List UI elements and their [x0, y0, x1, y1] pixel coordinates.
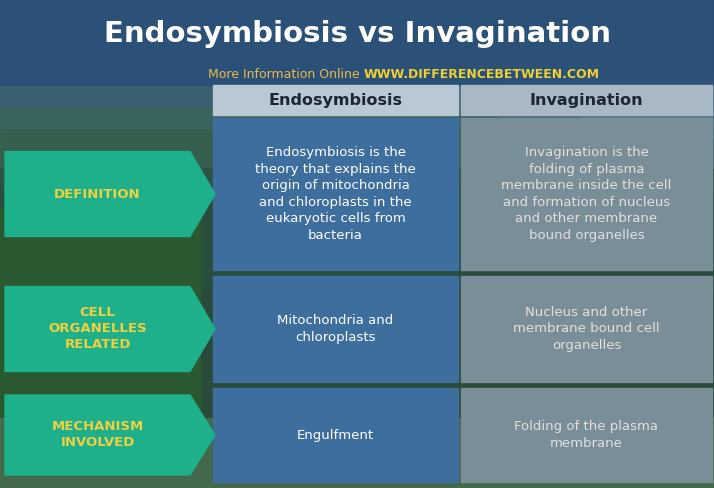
Bar	[0, 0, 714, 128]
Polygon shape	[5, 286, 215, 371]
Bar	[0, 208, 200, 428]
Text: Invagination is the
folding of plasma
membrane inside the cell
and formation of : Invagination is the folding of plasma me…	[501, 146, 672, 242]
Bar	[500, 78, 714, 168]
Text: Engulfment: Engulfment	[297, 428, 374, 442]
Bar	[461, 276, 712, 382]
Text: Endosymbiosis: Endosymbiosis	[268, 93, 403, 107]
Bar	[0, 418, 714, 488]
Bar	[0, 108, 714, 188]
Text: Endosymbiosis is the
theory that explains the
origin of mitochondria
and chlorop: Endosymbiosis is the theory that explain…	[255, 146, 416, 242]
Text: Mitochondria and
chloroplasts: Mitochondria and chloroplasts	[277, 314, 393, 344]
Text: WWW.DIFFERENCEBETWEEN.COM: WWW.DIFFERENCEBETWEEN.COM	[364, 67, 600, 81]
Text: CELL
ORGANELLES
RELATED: CELL ORGANELLES RELATED	[48, 306, 147, 351]
Text: MECHANISM
INVOLVED: MECHANISM INVOLVED	[51, 421, 144, 449]
Polygon shape	[5, 395, 215, 475]
Bar	[0, 0, 714, 85]
Bar	[213, 118, 458, 270]
Bar	[0, 168, 714, 288]
Bar	[461, 388, 712, 482]
Bar	[213, 85, 458, 115]
Text: Folding of the plasma
membrane: Folding of the plasma membrane	[515, 420, 658, 450]
Bar	[213, 388, 458, 482]
Text: Nucleus and other
membrane bound cell
organelles: Nucleus and other membrane bound cell or…	[513, 306, 660, 352]
Text: Invagination: Invagination	[530, 93, 643, 107]
Polygon shape	[5, 151, 215, 237]
Bar	[461, 118, 712, 270]
Text: DEFINITION: DEFINITION	[54, 187, 141, 201]
Bar	[213, 276, 458, 382]
Bar	[580, 88, 714, 138]
Bar	[461, 85, 712, 115]
Text: Endosymbiosis vs Invagination: Endosymbiosis vs Invagination	[104, 20, 610, 48]
Text: More Information Online: More Information Online	[208, 67, 360, 81]
